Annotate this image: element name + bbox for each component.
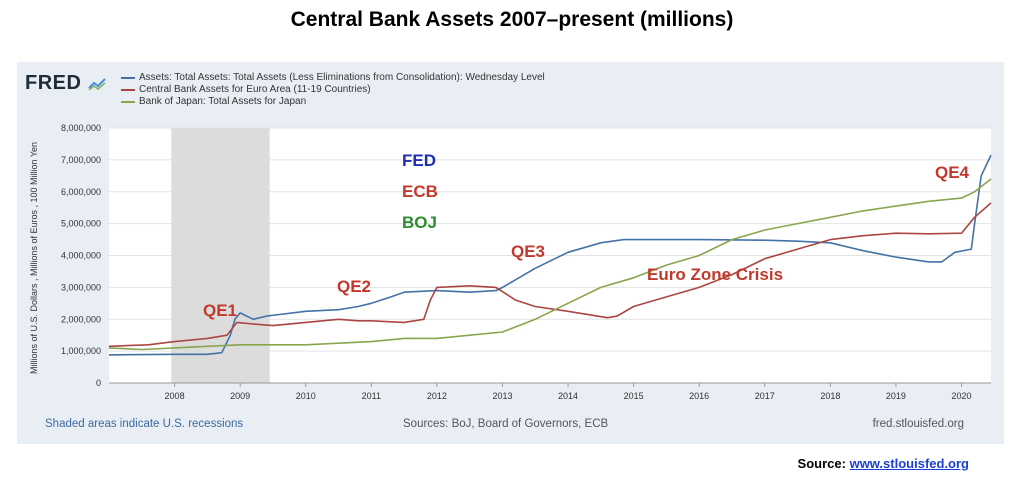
y-tick-label: 6,000,000 bbox=[61, 187, 101, 197]
fred-logo-icon bbox=[87, 78, 106, 91]
annotation-fed: FED bbox=[402, 151, 436, 170]
y-tick-label: 7,000,000 bbox=[61, 155, 101, 165]
x-tick-label: 2018 bbox=[820, 391, 840, 401]
x-tick-label: 2015 bbox=[624, 391, 644, 401]
legend-label-boj: Bank of Japan: Total Assets for Japan bbox=[139, 96, 307, 107]
y-tick-label: 3,000,000 bbox=[61, 282, 101, 292]
legend-swatch-boj bbox=[121, 101, 135, 103]
x-tick-label: 2010 bbox=[296, 391, 316, 401]
y-tick-label: 5,000,000 bbox=[61, 219, 101, 229]
y-tick-label: 8,000,000 bbox=[61, 123, 101, 133]
y-tick-label: 2,000,000 bbox=[61, 314, 101, 324]
legend-item-ecb[interactable]: Central Bank Assets for Euro Area (11-19… bbox=[121, 84, 545, 96]
x-tick-label: 2013 bbox=[492, 391, 512, 401]
fred-site-link[interactable]: fred.stlouisfed.org bbox=[872, 418, 964, 430]
x-tick-label: 2016 bbox=[689, 391, 709, 401]
y-tick-label: 1,000,000 bbox=[61, 346, 101, 356]
chart-panel: FRED Assets: Total Assets: Total Assets … bbox=[17, 62, 1004, 444]
legend-label-ecb: Central Bank Assets for Euro Area (11-19… bbox=[139, 84, 371, 95]
fred-logo-text: FRED bbox=[25, 72, 82, 94]
x-tick-label: 2020 bbox=[951, 391, 971, 401]
x-tick-label: 2011 bbox=[362, 391, 381, 401]
chart-plot[interactable]: 0 1,000,000 2,000,000 3,000,000 4,000,000 5,0… bbox=[17, 62, 1004, 402]
page-title: Central Bank Assets 2007–present (millio… bbox=[290, 8, 734, 31]
y-tick-label: 4,000,000 bbox=[61, 251, 101, 261]
series-line-fed[interactable] bbox=[108, 154, 992, 356]
annotation-euro-zone-crisis: Euro Zone Crisis bbox=[647, 265, 783, 284]
x-tick-label: 2012 bbox=[427, 391, 447, 401]
x-tick-label: 2017 bbox=[755, 391, 775, 401]
source-credit: Source: www.stlouisfed.org bbox=[798, 456, 969, 471]
series-line-ecb[interactable] bbox=[108, 202, 992, 348]
x-tick-label: 2009 bbox=[230, 391, 250, 401]
legend-label-fed: Assets: Total Assets: Total Assets (Less… bbox=[139, 72, 545, 83]
annotation-qe4: QE4 bbox=[935, 163, 970, 182]
annotation-qe1: QE1 bbox=[203, 301, 237, 320]
y-tick-label: 0 bbox=[96, 378, 101, 388]
source-link[interactable]: www.stlouisfed.org bbox=[849, 456, 969, 471]
legend-item-fed[interactable]: Assets: Total Assets: Total Assets (Less… bbox=[121, 72, 545, 84]
legend-swatch-ecb bbox=[121, 89, 135, 91]
x-tick-label: 2008 bbox=[165, 391, 185, 401]
source-label: Source: bbox=[797, 456, 846, 471]
annotation-qe3: QE3 bbox=[511, 242, 545, 261]
annotation-boj: BOJ bbox=[402, 213, 437, 232]
x-tick-label: 2019 bbox=[886, 391, 906, 401]
recession-note: Shaded areas indicate U.S. recessions bbox=[45, 418, 244, 430]
legend-item-boj[interactable]: Bank of Japan: Total Assets for Japan bbox=[121, 96, 545, 108]
series-line-boj[interactable] bbox=[108, 178, 992, 351]
fred-logo: FRED bbox=[25, 72, 108, 95]
annotation-ecb: ECB bbox=[402, 182, 438, 201]
annotation-qe2: QE2 bbox=[337, 277, 371, 296]
chart-legend: Assets: Total Assets: Total Assets (Less… bbox=[121, 72, 545, 108]
sources-note: Sources: BoJ, Board of Governors, ECB bbox=[403, 418, 609, 430]
y-axis-label: Millions of U.S. Dollars , Millions of E… bbox=[29, 142, 39, 374]
legend-swatch-fed bbox=[121, 77, 135, 79]
x-tick-label: 2014 bbox=[558, 391, 578, 401]
